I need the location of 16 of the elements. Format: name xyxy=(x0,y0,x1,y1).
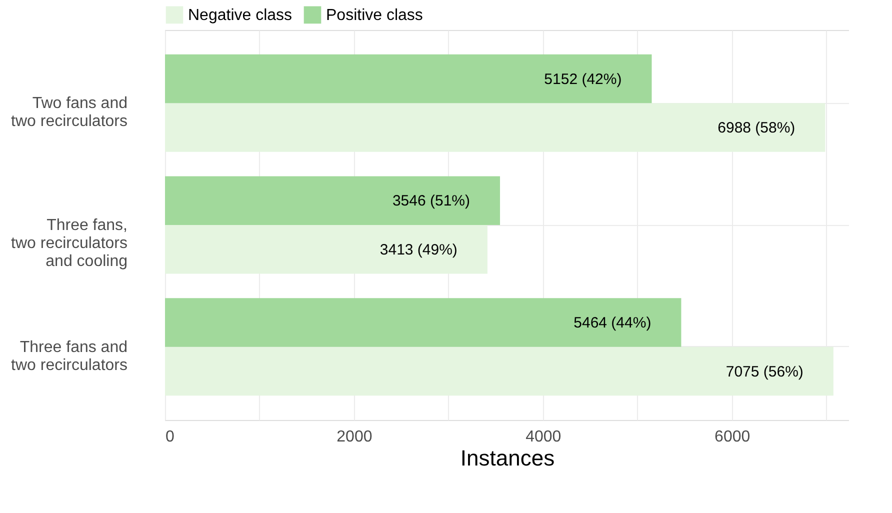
data-label: 5152 (42%) xyxy=(544,70,622,88)
legend-label: Negative class xyxy=(188,6,292,24)
x-tick-label: 4000 xyxy=(526,428,562,446)
x-tick-label: 2000 xyxy=(336,428,372,446)
x-tick-label: 6000 xyxy=(714,428,750,446)
data-label: 3546 (51%) xyxy=(392,192,470,210)
legend-label: Positive class xyxy=(326,6,423,24)
data-label: 7075 (56%) xyxy=(726,363,804,380)
data-label: 5464 (44%) xyxy=(574,314,652,332)
x-tick-label: 0 xyxy=(166,428,174,446)
y-tick-label: Three fans and two recirculators xyxy=(11,338,128,374)
y-tick-label: Three fans, two recirculators and cooling xyxy=(11,217,128,270)
y-tick-label: Two fans and two recirculators xyxy=(11,95,128,130)
data-label: 3413 (49%) xyxy=(380,241,458,258)
data-label: 6988 (58%) xyxy=(718,120,796,136)
x-axis-title: Instances xyxy=(460,446,555,470)
